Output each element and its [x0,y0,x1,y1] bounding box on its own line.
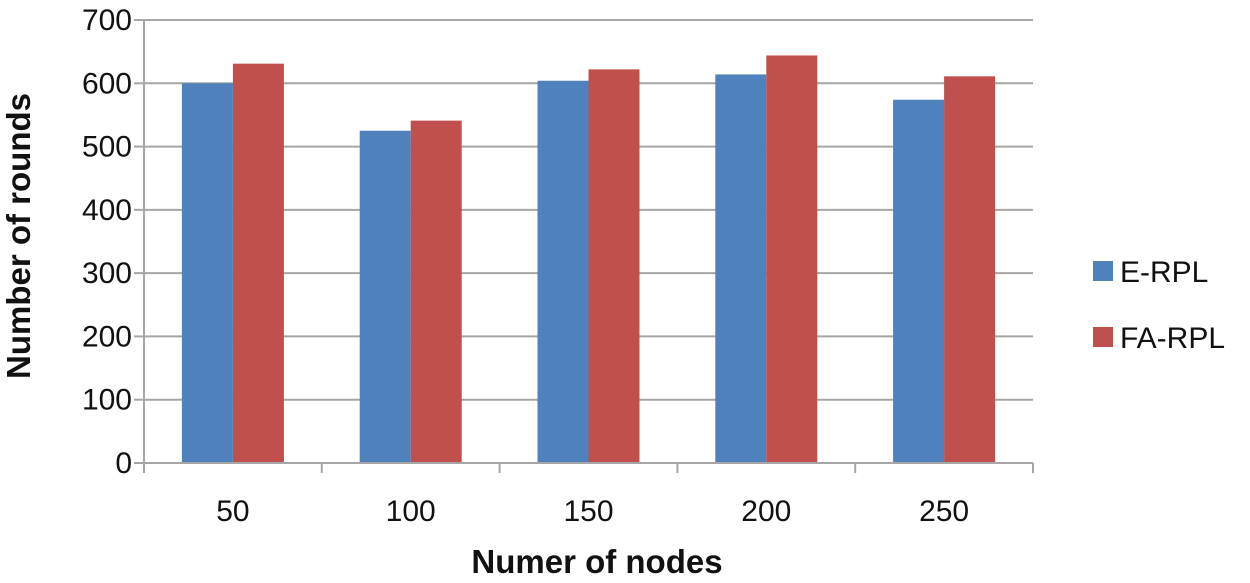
x-tick-label: 250 [919,495,969,528]
y-tick-label: 700 [82,4,132,37]
bar-e-rpl-150 [537,80,589,464]
y-tick-label: 0 [115,447,132,480]
bar-fa-rpl-100 [410,120,462,464]
y-tick-label: 600 [82,67,132,100]
bars [181,55,996,464]
y-axis-ticks: 0 100 200 300 400 500 600 700 [82,4,144,480]
legend-label: FA-RPL [1120,322,1225,355]
x-tick-label: 200 [741,495,791,528]
x-axis-title: Numer of nodes [471,543,722,580]
bar-fa-rpl-200 [766,55,818,463]
bar-e-rpl-250 [893,99,945,464]
y-tick-label: 100 [82,384,132,417]
bar-fa-rpl-150 [588,69,640,463]
x-axis-ticks: 50 100 150 200 250 [143,462,1034,528]
legend-label: E-RPL [1120,256,1208,289]
bar-fa-rpl-50 [232,63,284,463]
legend: E-RPL FA-RPL [1093,256,1225,355]
y-tick-label: 200 [82,320,132,353]
y-tick-label: 500 [82,131,132,164]
bar-fa-rpl-250 [944,76,996,464]
bar-e-rpl-200 [715,74,767,463]
legend-item-e-rpl: E-RPL [1093,256,1208,289]
x-tick-label: 100 [386,495,436,528]
y-tick-label: 400 [82,194,132,227]
x-tick-label: 50 [216,495,249,528]
y-tick-label: 300 [82,257,132,290]
legend-item-fa-rpl: FA-RPL [1093,322,1225,355]
legend-swatch [1093,261,1113,281]
legend-swatch [1093,327,1113,347]
bar-e-rpl-100 [359,130,411,463]
x-tick-label: 150 [563,495,613,528]
bar-e-rpl-50 [181,83,233,464]
y-axis-title: Number of rounds [0,93,37,379]
